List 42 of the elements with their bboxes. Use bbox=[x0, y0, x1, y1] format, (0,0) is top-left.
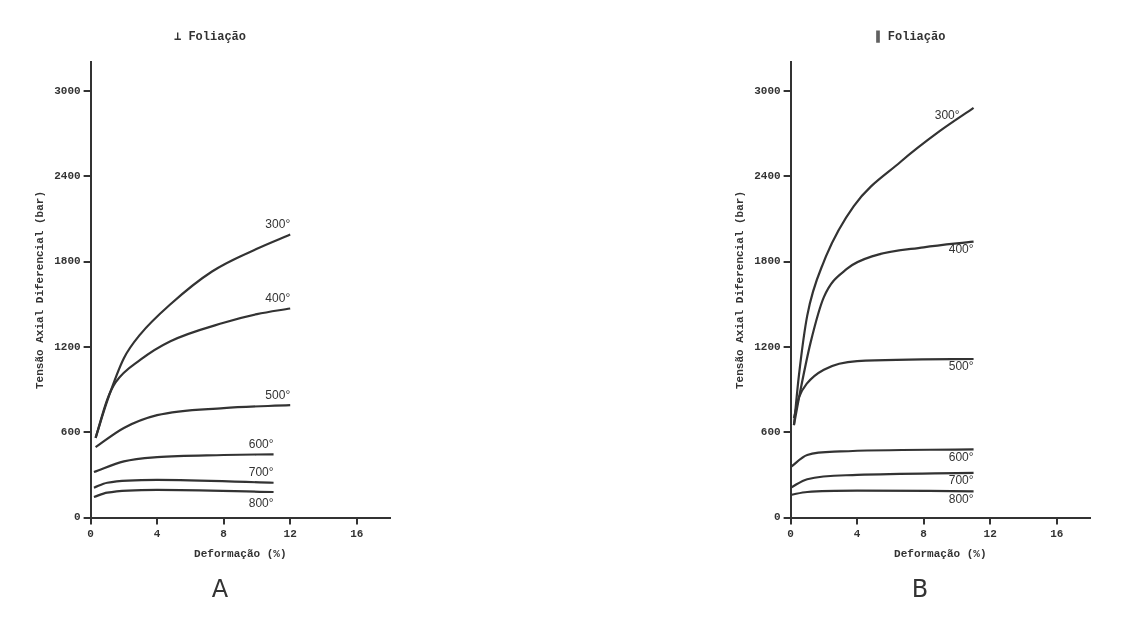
series-label: 400° bbox=[265, 290, 291, 305]
series-label: 800° bbox=[248, 496, 274, 511]
series-label: 600° bbox=[948, 449, 974, 464]
text: B bbox=[910, 575, 930, 603]
y-tick-label: 1200 bbox=[54, 340, 81, 353]
x-tick-label: 0 bbox=[787, 527, 794, 540]
x-tick-label: 8 bbox=[220, 527, 228, 540]
series-label: 500° bbox=[265, 387, 291, 402]
text: A bbox=[210, 575, 230, 603]
x-tick-label: 16 bbox=[1050, 527, 1064, 540]
chart-title: ⊥ Foliação bbox=[173, 30, 247, 45]
y-tick-label: 600 bbox=[60, 426, 81, 439]
y-axis-title: Tensão Axial Diferencial (bar) bbox=[734, 190, 747, 390]
y-tick-label: 0 bbox=[73, 511, 81, 524]
series-label: 700° bbox=[248, 465, 274, 480]
x-tick-label: 8 bbox=[920, 527, 928, 540]
x-tick-label: 4 bbox=[153, 527, 161, 540]
series-label: 400° bbox=[948, 241, 974, 256]
series-label: 800° bbox=[948, 491, 974, 506]
x-tick-label: 12 bbox=[283, 527, 297, 540]
chart-title: ∥ Foliação bbox=[874, 30, 946, 45]
series-label: 300° bbox=[934, 108, 960, 123]
y-tick-label: 1800 bbox=[54, 255, 81, 268]
series-label: 700° bbox=[948, 473, 974, 488]
y-tick-label: 3000 bbox=[754, 84, 781, 97]
x-tick-label: 16 bbox=[350, 527, 364, 540]
y-tick-label: 3000 bbox=[54, 84, 81, 97]
y-axis-title: Tensão Axial Diferencial (bar) bbox=[34, 190, 47, 390]
y-tick-label: 600 bbox=[760, 426, 781, 439]
y-tick-label: 2400 bbox=[754, 169, 781, 182]
y-tick-label: 1800 bbox=[754, 255, 781, 268]
series-label: 300° bbox=[265, 216, 291, 231]
series-label: 600° bbox=[248, 436, 274, 451]
y-tick-label: 2400 bbox=[54, 169, 81, 182]
x-axis-title: Deformação (%) bbox=[194, 548, 287, 561]
x-tick-label: 0 bbox=[87, 527, 94, 540]
x-tick-label: 4 bbox=[853, 527, 861, 540]
y-tick-label: 1200 bbox=[754, 340, 781, 353]
x-axis-title: Deformação (%) bbox=[894, 548, 987, 561]
x-tick-label: 12 bbox=[983, 527, 997, 540]
series-label: 500° bbox=[948, 359, 974, 374]
y-tick-label: 0 bbox=[773, 511, 781, 524]
